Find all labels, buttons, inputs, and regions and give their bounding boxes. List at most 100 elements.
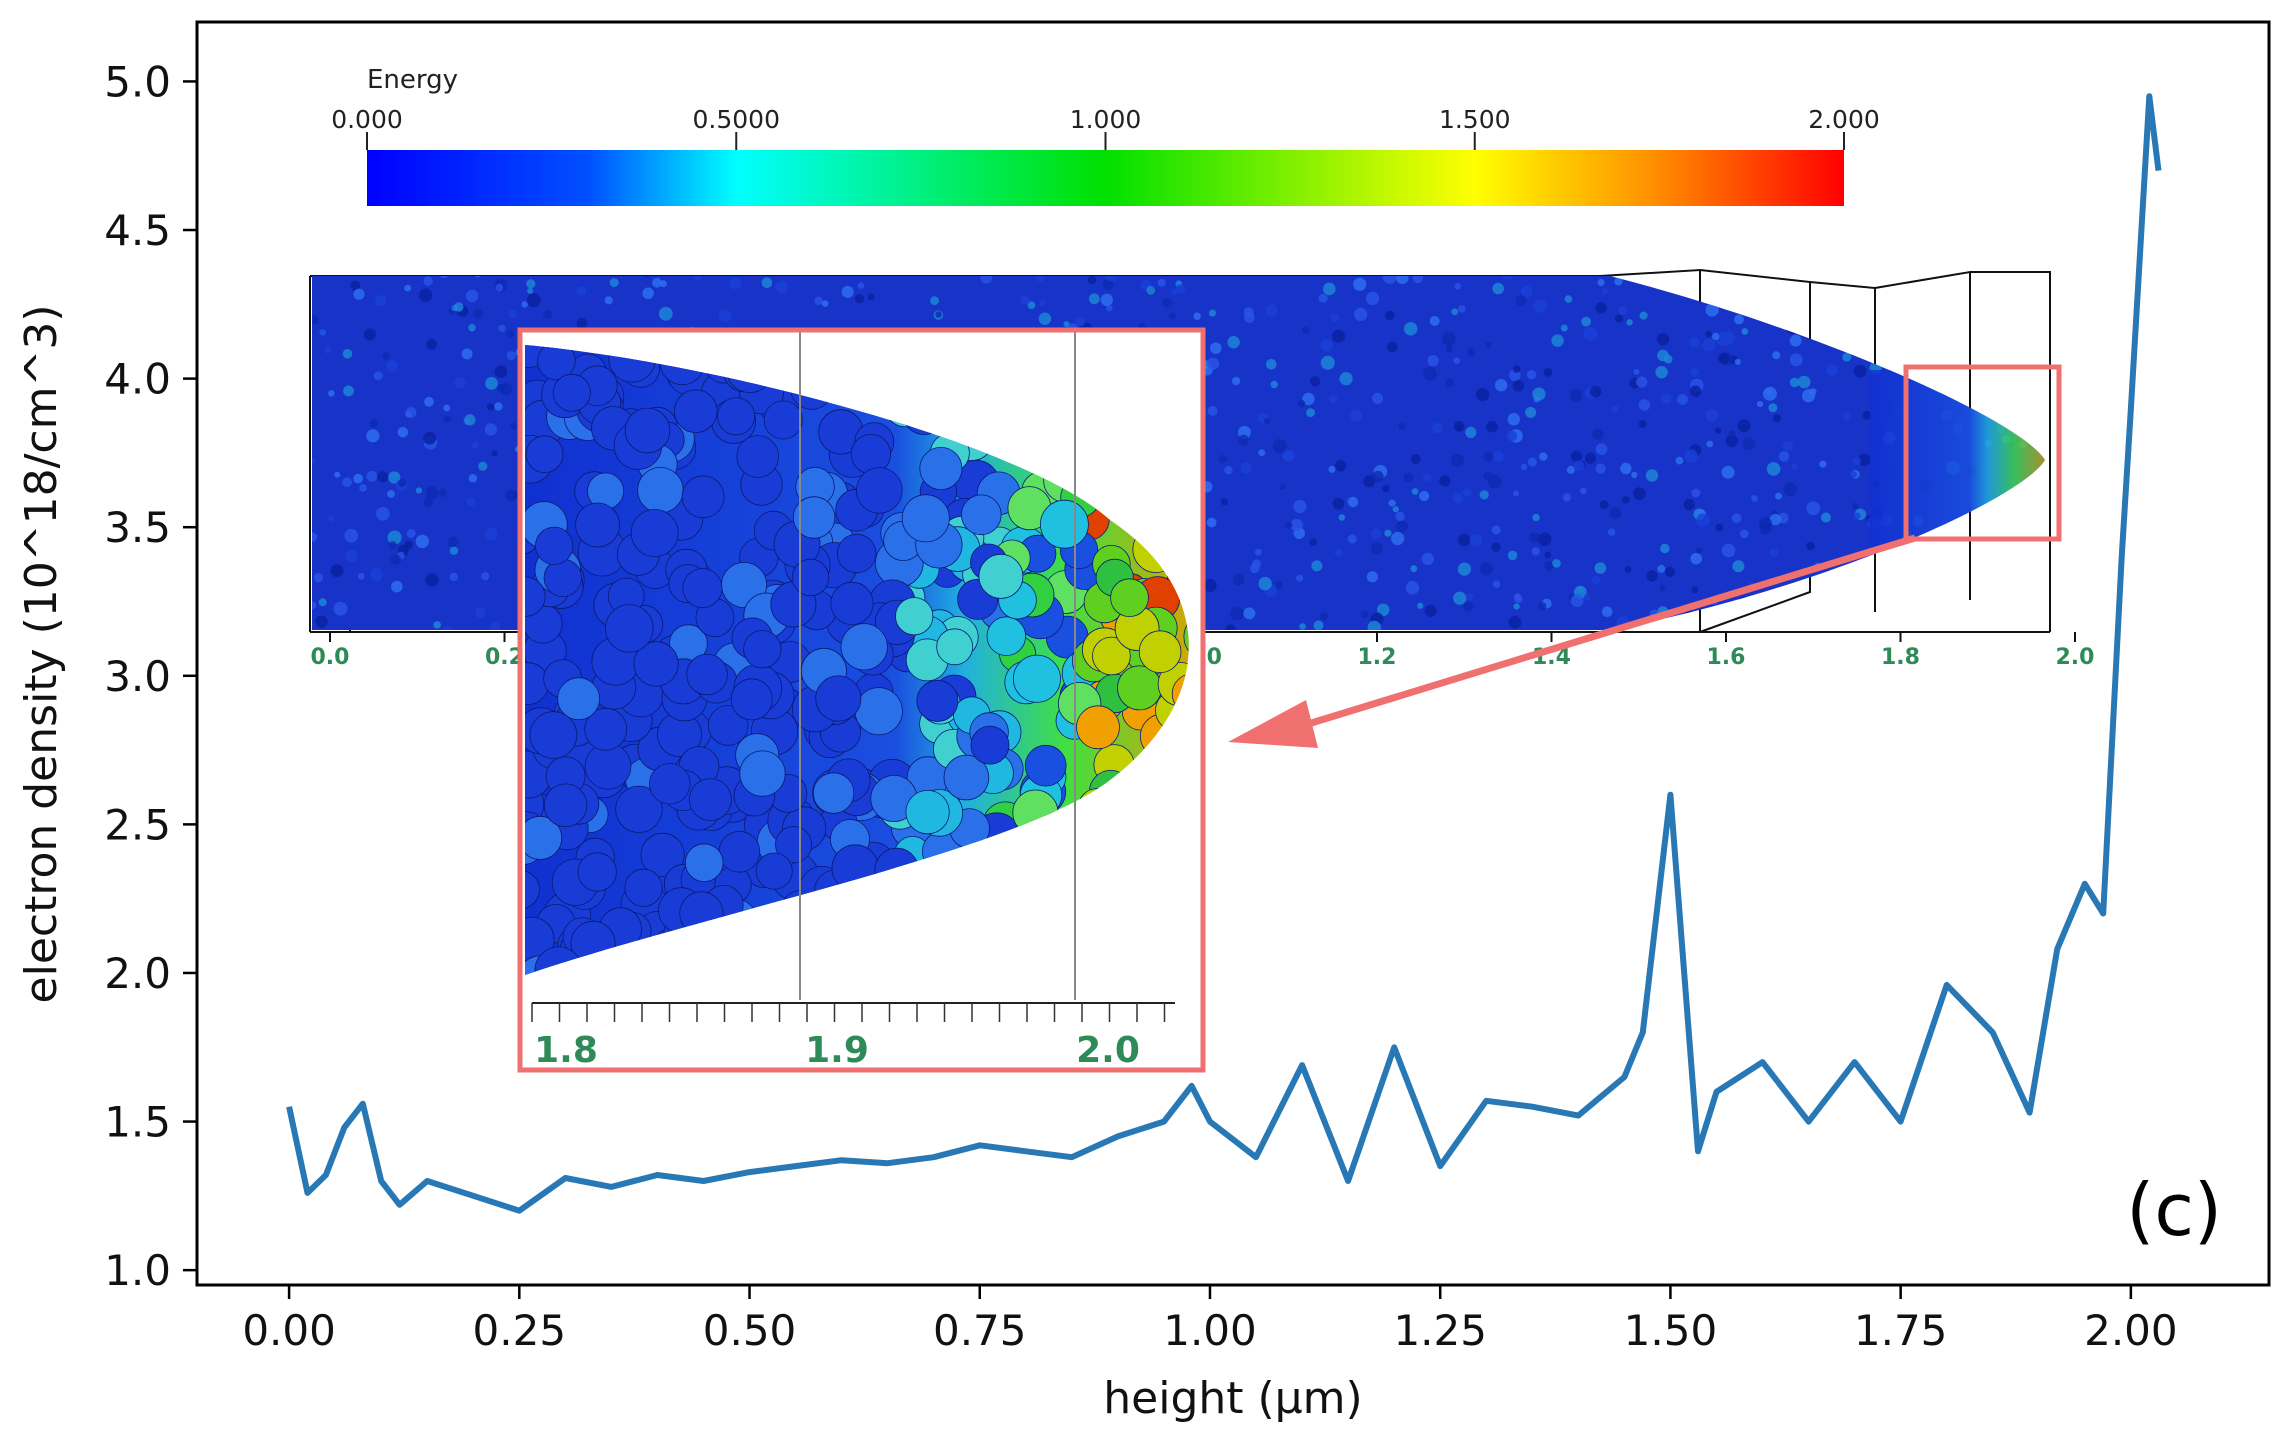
x-tick-label: 1.25 [1393,1306,1487,1355]
rod-particle [471,441,479,449]
rod-particle [1852,456,1861,466]
zoom-particle [605,604,654,653]
zoom-particle [791,558,830,597]
rod-particle [521,301,528,308]
colorbar [367,150,1844,206]
rod-particle [1528,532,1540,543]
rod-particle [1609,507,1622,520]
rod-particle [1476,388,1490,402]
zoom-particle [854,687,903,736]
rod-particle [499,382,513,396]
rod-particle [1230,607,1244,621]
rod-particle [1206,357,1220,370]
rod-particle [1646,570,1658,582]
zoom-particle [717,397,756,436]
rod-particle [1597,278,1605,287]
rod-particle [1695,547,1703,554]
rod-particle [1525,407,1537,418]
zoom-tick-label: 1.9 [805,1030,869,1071]
zoom-particle [525,815,563,860]
rod-particle [366,470,378,482]
rod-particle [498,324,506,332]
rod-particle [1146,285,1156,295]
rod-particle [1157,278,1166,287]
rod-particle [1595,463,1606,474]
rod-particle [1789,377,1800,388]
rod-particle [1485,341,1492,348]
rod-particle [1791,463,1798,470]
rod-particle [1539,452,1548,461]
rod-particle [1614,314,1624,323]
rod-particle [1301,326,1310,335]
rod-particle [1367,620,1382,630]
rod-particle [478,461,488,471]
rod-particle [1363,475,1376,488]
rod-particle [1705,330,1712,338]
rod-particle [854,294,865,304]
rod-particle [1376,603,1390,617]
rod-particle [2032,546,2043,557]
rod-particle [1405,581,1420,595]
rod-particle [1457,562,1471,576]
rod-particle [375,506,390,521]
rod-particle [2010,574,2018,582]
colorbar-tick-label: 0.000 [331,105,403,134]
rod-particle [424,396,434,407]
y-tick-label: 4.5 [104,206,171,255]
rod-particle [1940,611,1954,626]
zoom-particle [624,407,671,454]
rod-particle [1466,593,1474,601]
zoom-particle [1110,578,1149,617]
rod-particle [468,324,476,332]
rod-particle [1611,405,1619,413]
rod-particle [1483,471,1493,481]
rod-particle [1169,312,1176,320]
rod-particle [1835,574,1845,584]
zoom-particle [739,750,786,797]
rod-particle [644,276,652,279]
rod-particle [374,295,387,307]
rod-particle [1948,583,1961,595]
x-tick-label: 1.75 [1854,1306,1948,1355]
x-axis-title: height (µm) [1103,1373,1362,1424]
rod-particle [1424,604,1437,617]
rod-particle [1410,565,1418,573]
rod-particle [510,422,517,430]
rod-particle [1562,493,1571,502]
rod-particle [1918,335,1932,348]
colorbar-ticks: 0.000 0.5000 1.000 1.500 2.000 [331,105,1880,150]
rod-particle [390,554,402,565]
zoom-tick-label: 1.8 [534,1030,598,1071]
rod-particle [1102,278,1114,291]
zoom-particle [552,373,591,412]
rod-particle [1306,408,1315,417]
rod-particle [1302,392,1315,406]
rod-particle [1935,620,1948,630]
rod-particle [604,296,613,305]
zoom-particle [525,870,540,909]
rod-particle [1886,608,1895,617]
rod-particle [1398,422,1406,431]
rod-particle [1583,594,1591,601]
rod-particle [1486,420,1498,433]
rod-particle [1778,451,1790,462]
rod-particle [1813,318,1826,330]
y-tick-label: 4.0 [104,355,171,404]
zoom-particle [743,630,782,669]
rod-particle [1224,466,1233,475]
zoom-particle [615,785,663,833]
rod-particle [1439,475,1451,487]
rod-particle [1581,316,1591,327]
rod-particle [398,478,407,487]
rod-particle [1739,529,1749,539]
y-tick-label: 2.5 [104,800,171,849]
rod-particle [1913,560,1921,568]
rod-particle [1560,324,1568,332]
rod-particle [1243,607,1256,620]
zoom-particle [970,725,1010,765]
rod-particle [382,352,390,360]
rod-particle [454,377,466,389]
rod-particle [1715,427,1722,434]
rod-particle [1338,514,1346,521]
rod-particle [386,360,398,373]
